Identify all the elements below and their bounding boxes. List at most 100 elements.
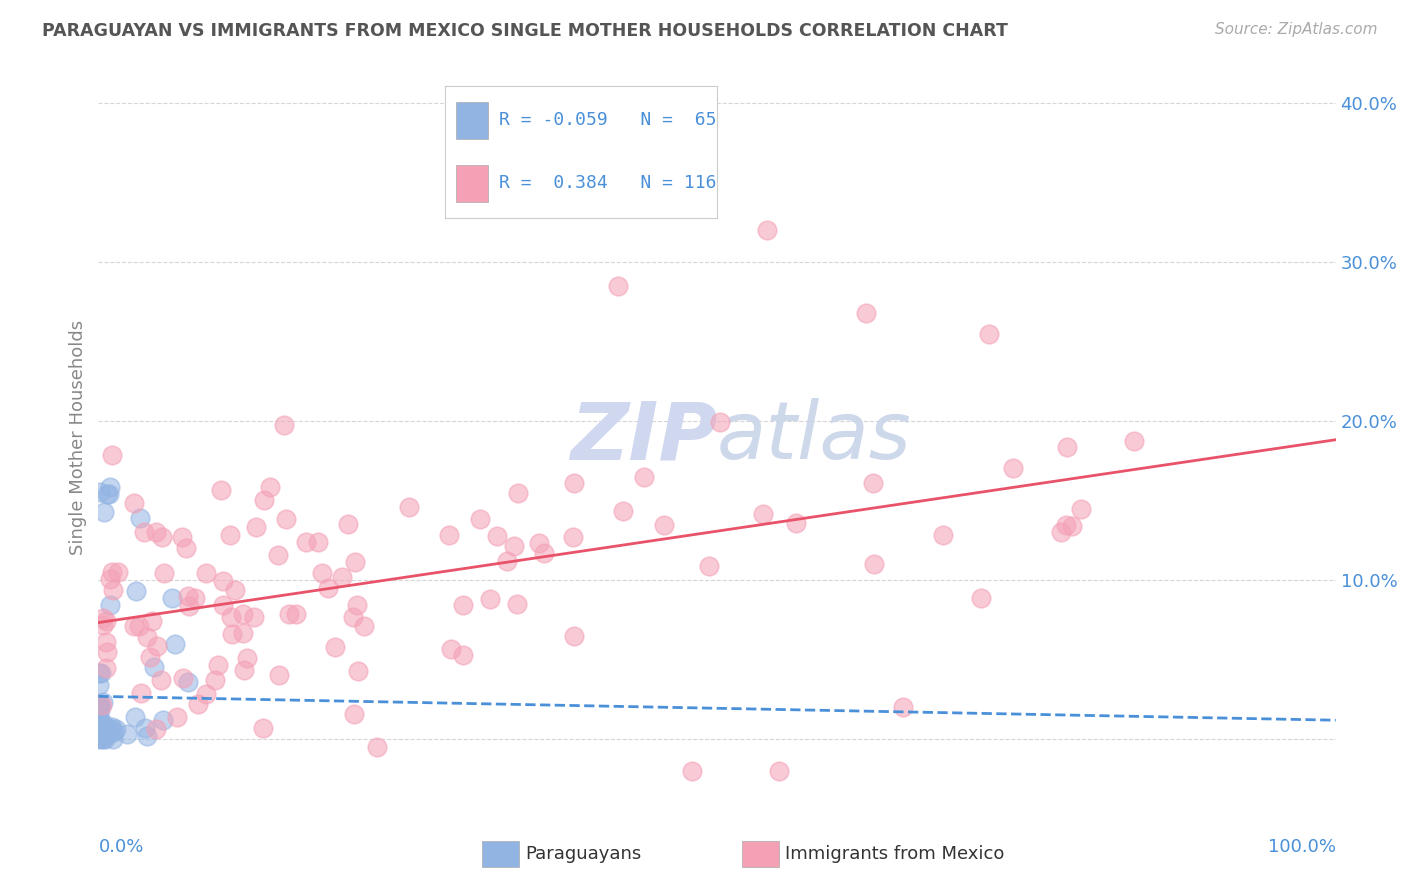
Point [506,597,529,611]
Point [245,520,267,534]
Point [259,480,281,494]
Point [87,730,110,744]
Point [124,583,146,598]
Point [91,720,114,734]
Point [681,764,703,778]
Point [132,525,155,540]
Text: PARAGUAYAN VS IMMIGRANTS FROM MEXICO SINGLE MOTHER HOUSEHOLDS CORRELATION CHART: PARAGUAYAN VS IMMIGRANTS FROM MEXICO SIN… [42,22,1008,40]
Point [366,740,388,755]
Point [863,557,886,571]
Point [195,687,218,701]
Point [145,525,167,540]
Point [100,722,122,736]
Text: atlas: atlas [717,398,912,476]
Point [91,618,114,632]
Point [184,591,207,606]
Point [103,725,125,739]
Point [337,516,360,531]
Point [755,223,778,237]
Point [91,720,114,734]
Point [152,714,174,728]
Point [87,728,110,742]
Text: Paraguayans: Paraguayans [526,845,641,863]
Point [479,591,502,606]
Point [149,673,172,687]
Point [506,486,529,500]
Point [93,506,115,520]
Point [346,598,368,612]
Point [150,530,173,544]
Point [607,279,630,293]
Point [94,731,117,746]
Point [90,731,112,746]
Point [89,727,111,741]
Point [90,721,112,735]
Point [752,507,775,521]
Text: 0.0%: 0.0% [98,838,143,855]
Point [87,731,110,745]
Point [165,637,187,651]
Point [284,607,307,621]
Point [235,651,257,665]
Point [97,726,120,740]
Point [87,726,110,740]
Point [87,726,110,740]
Point [612,504,634,518]
Point [87,709,110,723]
Point [1002,461,1025,475]
Point [90,728,112,742]
Point [170,531,193,545]
Point [96,614,118,628]
Y-axis label: Single Mother Households: Single Mother Households [69,319,87,555]
Point [207,657,229,672]
Point [91,723,114,738]
Point [136,729,159,743]
Point [87,725,110,739]
Point [89,699,111,714]
Point [318,581,340,595]
Point [98,598,121,612]
Point [1060,518,1083,533]
Point [343,706,366,721]
Point [94,661,117,675]
Point [89,731,111,746]
Point [342,610,364,624]
Point [231,626,253,640]
Point [652,517,675,532]
Point [90,731,112,745]
Point [295,535,318,549]
Text: 100.0%: 100.0% [1268,838,1336,855]
Point [145,722,167,736]
Point [142,659,165,673]
Point [187,698,209,712]
Point [162,591,184,606]
Point [209,483,232,498]
Point [437,528,460,542]
Point [979,326,1001,341]
Point [105,722,128,736]
Point [89,665,111,680]
Text: ZIP: ZIP [569,398,717,476]
Point [468,512,491,526]
Point [91,732,114,747]
Point [273,418,295,433]
Point [453,648,475,663]
Point [101,448,124,462]
Point [307,535,329,549]
Point [87,678,110,692]
Point [274,512,297,526]
Point [98,487,121,501]
Point [101,720,124,734]
Point [353,619,375,633]
Point [252,721,274,735]
Point [267,548,290,562]
Point [562,475,585,490]
Point [93,696,115,710]
Point [115,727,138,741]
Point [768,764,790,778]
Point [194,566,217,580]
Point [561,530,583,544]
Point [1123,434,1146,448]
Point [87,721,110,735]
Point [93,716,115,731]
